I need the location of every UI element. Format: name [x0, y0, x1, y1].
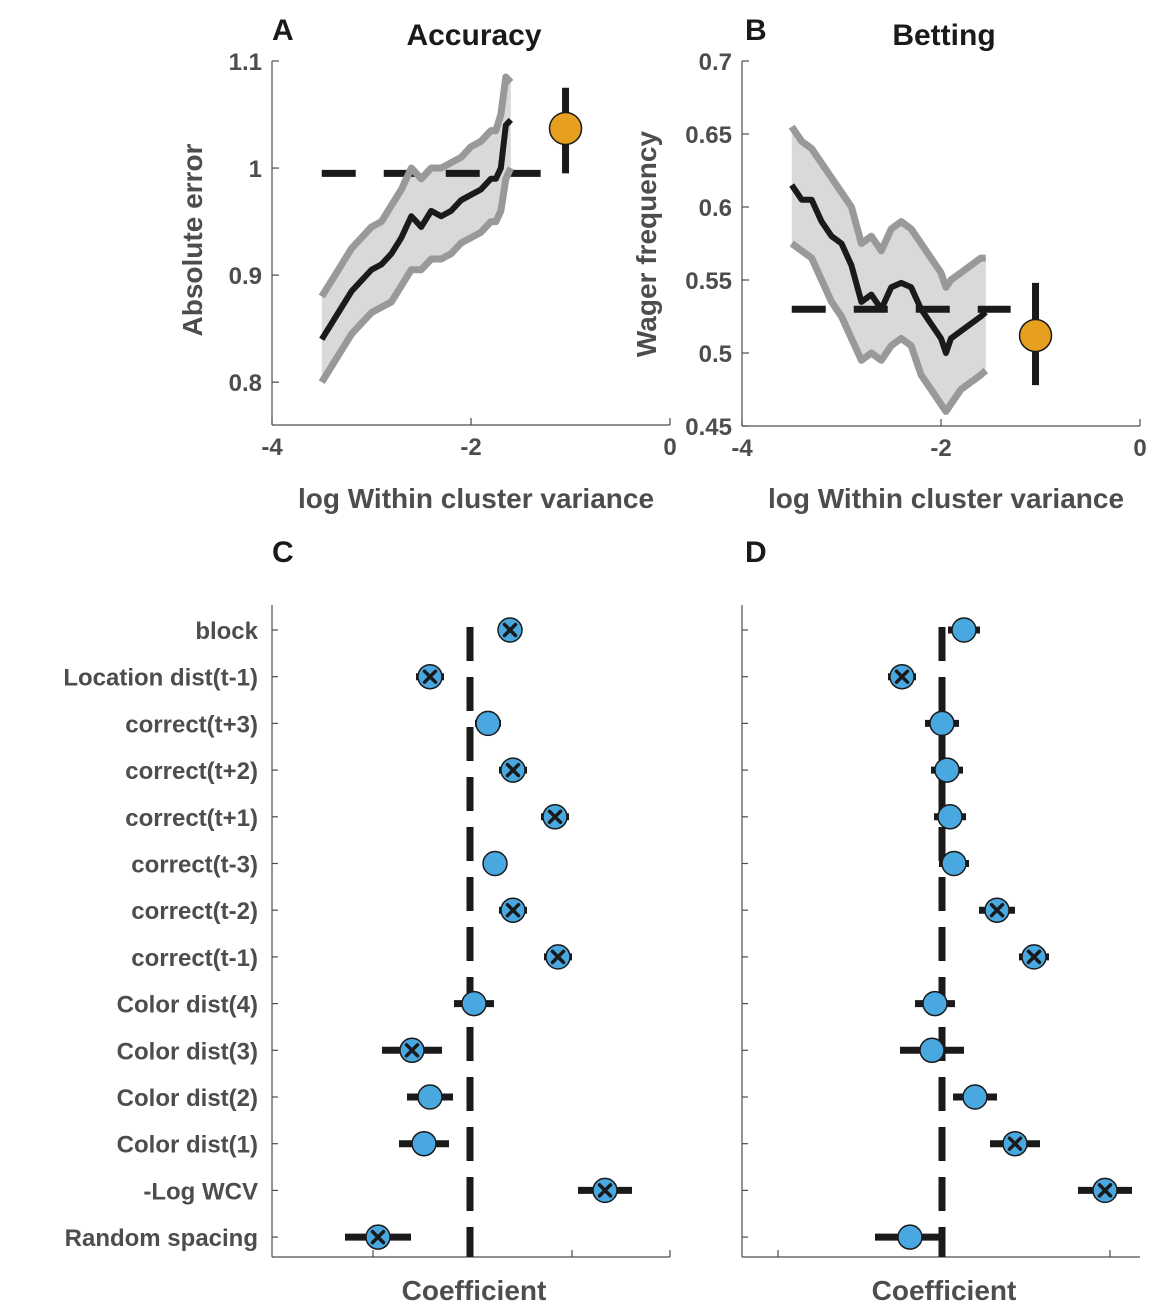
panel-a-ylabel: Absolute error	[177, 143, 208, 336]
panel-b-y-tick-label: 0.65	[685, 122, 732, 149]
panel-letter-a: A	[272, 14, 294, 47]
panel-a-y-tick-label: 0.8	[229, 370, 262, 397]
panel-d-coefficient-point	[922, 990, 948, 1017]
panel-c-coefficient-point	[411, 1130, 437, 1157]
panel-b-mean-line	[789, 183, 988, 356]
panel-c-significance-x-icon	[505, 902, 521, 918]
panel-d-coefficient-point	[929, 710, 955, 737]
panel-a-summary-point	[548, 111, 583, 146]
panel-c-row-label: correct(t-3)	[131, 852, 258, 879]
panel-d-significance-x-icon	[1097, 1183, 1113, 1198]
panel-a-ci-band	[321, 77, 511, 383]
panel-b-xlabel: log Within cluster variance	[768, 483, 1124, 514]
panel-a-x-tick-label: 0	[663, 434, 676, 461]
panel-a-ci-lower-line	[318, 166, 514, 385]
panel-a-ci-upper-line	[318, 73, 514, 299]
panel-b-title: Betting	[892, 19, 995, 52]
panel-a-y-tick-label: 1.1	[229, 49, 262, 76]
panel-c: C Coefficient block Location dist(t-1) cor…	[63, 536, 671, 1306]
panel-d-significance-x-icon	[1026, 949, 1042, 965]
panel-c-row-label: correct(t-2)	[131, 898, 258, 925]
panel-c-coefficient-point	[475, 710, 501, 737]
panel-letter-c: C	[272, 536, 294, 569]
panel-c-row-label: correct(t+1)	[125, 805, 258, 832]
panel-c-row-label: Location dist(t-1)	[63, 665, 258, 692]
panel-c-row-label: -Log WCV	[143, 1178, 258, 1205]
panel-d-coefficient-point	[919, 1037, 945, 1064]
panel-c-significance-x-icon	[370, 1229, 386, 1245]
panel-b-x-tick-label: -4	[731, 435, 753, 462]
panel-d-coefficient-point	[962, 1084, 988, 1110]
panel-c-row-label: correct(t-1)	[131, 945, 258, 972]
panel-c-significance-x-icon	[550, 949, 566, 965]
panel-b-y-tick-label: 0.45	[685, 414, 732, 441]
panel-a-y-tick-label: 1	[249, 156, 262, 183]
panel-d-significance-x-icon	[1007, 1136, 1023, 1151]
panel-a: A Accuracy log Within cluster variance A…	[177, 14, 677, 514]
panel-b-x-tick-label: 0	[1133, 435, 1146, 462]
panel-c-row-label: Random spacing	[65, 1225, 258, 1252]
panel-d-xlabel: Coefficient	[872, 1275, 1017, 1306]
panel-c-row-label: Color dist(2)	[117, 1085, 258, 1112]
panel-a-x-tick-label: -4	[261, 434, 283, 461]
panel-b-y-tick-label: 0.6	[699, 195, 732, 222]
panel-c-row-label: correct(t+3)	[125, 711, 258, 738]
panel-c-row-label: Color dist(1)	[117, 1132, 258, 1159]
panel-c-significance-x-icon	[422, 669, 438, 684]
panel-b-y-tick-label: 0.7	[699, 49, 732, 76]
panel-c-significance-x-icon	[547, 809, 563, 825]
panel-b-y-tick-label: 0.55	[685, 268, 732, 295]
panel-c-significance-x-icon	[597, 1183, 613, 1198]
panel-d-significance-x-icon	[894, 669, 910, 684]
panel-c-row-label: Color dist(4)	[117, 992, 258, 1019]
panel-c-coefficient-point	[461, 990, 487, 1017]
panel-b-summary-point	[1018, 318, 1053, 353]
panel-c-xlabel: Coefficient	[402, 1275, 547, 1306]
panel-c-row-label: block	[195, 618, 258, 645]
panel-letter-d: D	[745, 536, 767, 569]
panel-d-coefficient-point	[934, 757, 960, 783]
panel-a-x-tick-label: -2	[460, 434, 481, 461]
panel-b-ci-lower-line	[789, 240, 989, 415]
panel-c-coefficient-point	[482, 850, 508, 877]
panel-d-coefficient-point	[941, 850, 967, 877]
panel-b-ci-band	[791, 126, 986, 412]
panel-c-row-label: correct(t+2)	[125, 758, 258, 785]
panel-b-x-tick-label: -2	[930, 435, 951, 462]
panel-letter-b: B	[745, 14, 767, 47]
panel-a-y-tick-label: 0.9	[229, 263, 262, 290]
panel-d-coefficient-point	[937, 804, 963, 830]
panel-c-significance-x-icon	[404, 1043, 420, 1058]
panel-a-mean-line	[319, 117, 513, 341]
panel-d-significance-x-icon	[989, 902, 1005, 918]
panel-a-xlabel: log Within cluster variance	[298, 483, 654, 514]
panel-c-coefficient-point	[417, 1084, 443, 1110]
panel-d-coefficient-point	[951, 617, 977, 643]
panel-c-significance-x-icon	[505, 762, 521, 778]
panel-b-y-tick-label: 0.5	[699, 341, 732, 368]
panel-b: B Betting log Within cluster variance Wa…	[631, 14, 1147, 514]
panel-d: D Coefficient	[741, 536, 1140, 1306]
panel-c-row-label: Color dist(3)	[117, 1038, 258, 1065]
panel-b-ylabel: Wager frequency	[631, 131, 662, 358]
panel-a-title: Accuracy	[406, 19, 541, 52]
panel-d-coefficient-point	[897, 1224, 923, 1250]
panel-c-significance-x-icon	[502, 622, 518, 638]
panel-b-ci-upper-line	[788, 124, 986, 291]
